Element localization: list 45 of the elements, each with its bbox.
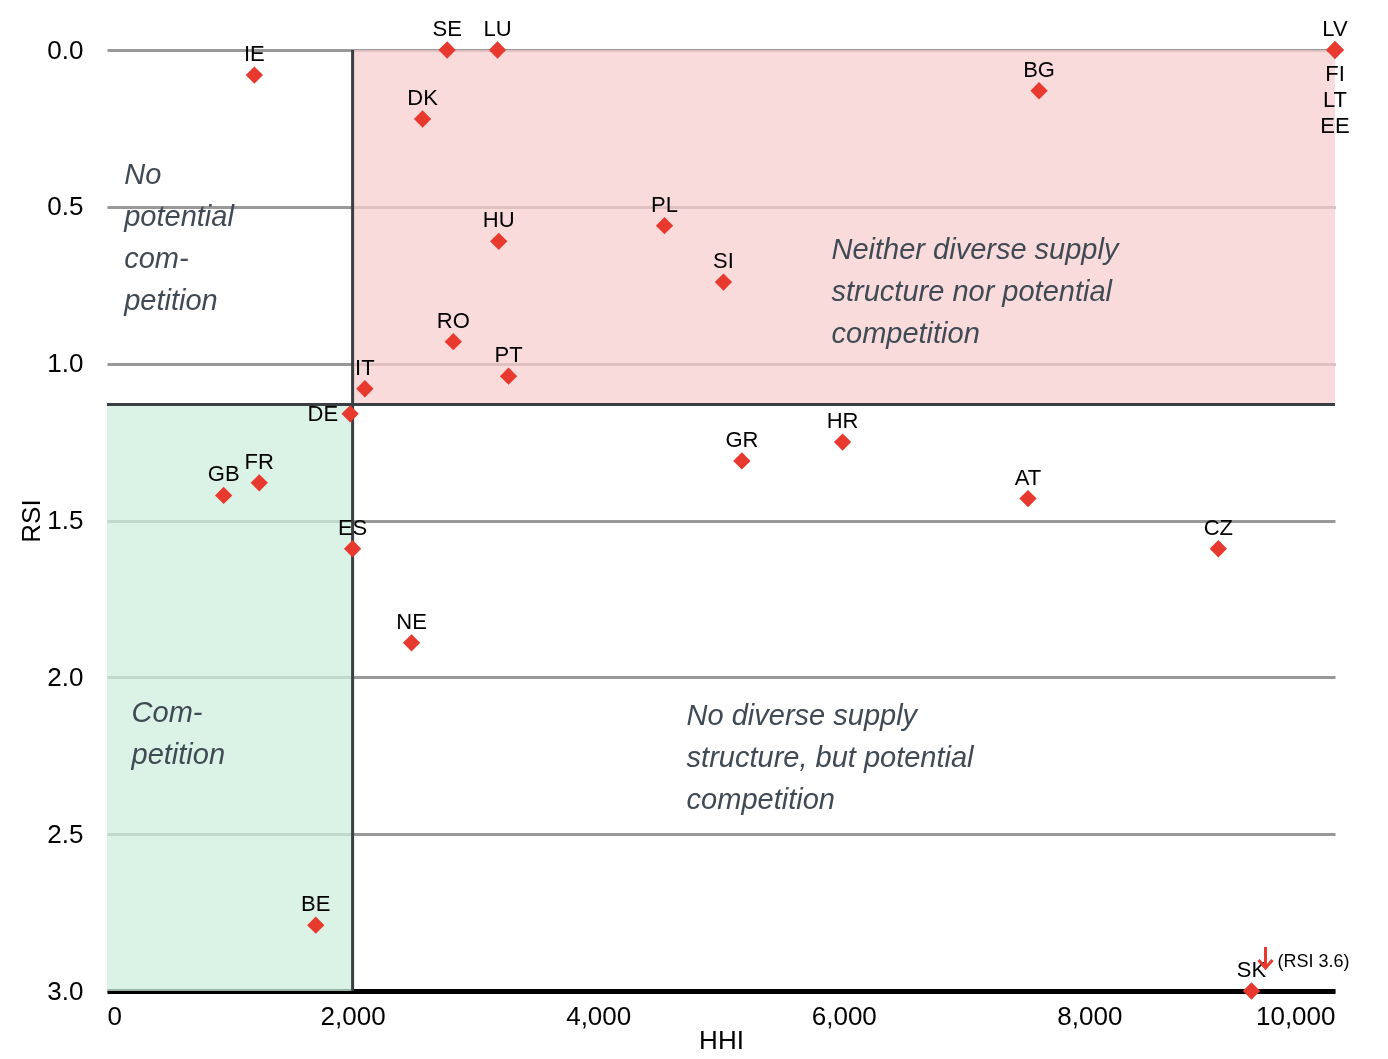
y-tick-label: 3.0: [47, 975, 84, 1006]
x-tick-label: 6,000: [811, 1000, 877, 1031]
text: EE: [1320, 113, 1350, 138]
series-label: IE: [243, 41, 265, 67]
x-tick-label: 8,000: [1057, 1000, 1123, 1031]
x-tick-label: 0: [107, 1000, 122, 1031]
series-label: SI: [713, 248, 734, 274]
series-label: BG: [1023, 56, 1055, 82]
annotation: Com- petition: [130, 696, 226, 771]
series-label: GB: [207, 461, 240, 487]
annotation: No potential com- petition: [123, 158, 236, 317]
x-tick-label: 10,000: [1255, 1000, 1336, 1031]
y-tick-label: 2.0: [47, 661, 84, 692]
annotation: (RSI 3.6): [1277, 951, 1350, 971]
series-label: LV: [1322, 16, 1348, 41]
x-tick-label: 2,000: [320, 1000, 386, 1031]
legend-label: SK: [1236, 957, 1267, 982]
series-label: DE: [307, 400, 339, 426]
y-tick-label: 1.5: [47, 505, 84, 535]
series-label: FI: [1325, 61, 1345, 86]
series-label: DK: [407, 85, 439, 111]
series-label: LT: [1322, 87, 1348, 112]
series-label: PT: [494, 342, 523, 368]
y-axis-title: RSI: [16, 499, 47, 543]
annotation: Neither diverse supply structure nor potential competition: [831, 233, 1120, 350]
series-label: CZ: [1203, 514, 1233, 540]
series-label: RO: [436, 307, 470, 333]
x-axis-title: HHI: [699, 1024, 744, 1055]
y-tick-label: 0.0: [47, 34, 84, 65]
series-label: HR: [826, 408, 859, 434]
y-tick-label: 2.5: [47, 818, 84, 849]
series-label: NE: [396, 608, 427, 634]
y-tick-label: 1.0: [47, 348, 84, 379]
series-label: AT: [1014, 464, 1042, 490]
series-label: SE: [432, 16, 462, 41]
annotation: No diverse supply structure, but potential competition: [686, 699, 976, 816]
series-label: IT: [355, 354, 375, 380]
y-tick-label: 0.5: [47, 191, 84, 222]
series-label: LU: [483, 16, 512, 41]
series-label: PL: [651, 191, 678, 217]
series-label: GR: [725, 426, 759, 452]
x-tick-label: 4,000: [566, 1000, 632, 1031]
series-label: FR: [244, 448, 274, 474]
series-label: HU: [482, 207, 515, 233]
series-label: BE: [301, 891, 331, 917]
